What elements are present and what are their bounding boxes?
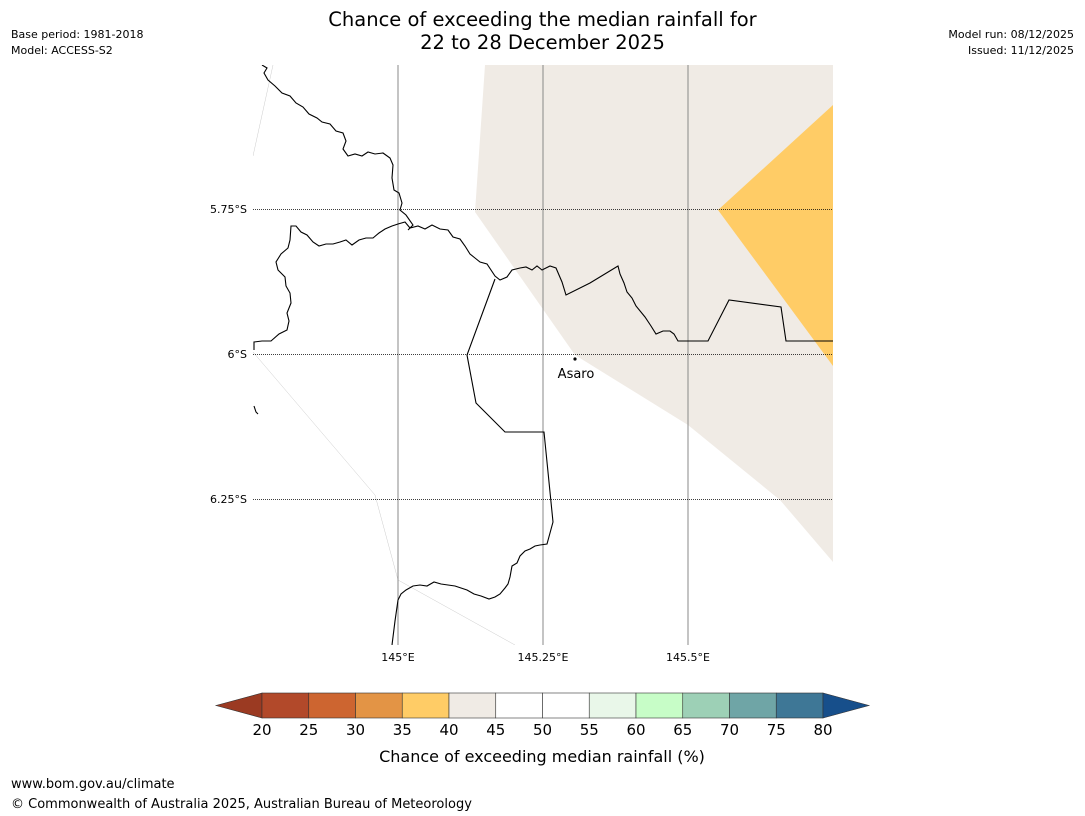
asaro-label: Asaro (558, 367, 595, 382)
colorbar-tick-label: 20 (252, 721, 271, 739)
copyright-notice: © Commonwealth of Australia 2025, Austra… (11, 797, 472, 812)
colorbar-bin-40-45 (448, 692, 497, 719)
colorbar-tick-label: 30 (346, 721, 365, 739)
province-boundary-central (253, 221, 833, 350)
colorbar-bin-30-35 (355, 692, 403, 719)
colorbar-extend-low (214, 692, 263, 719)
colorbar-tick-label: 55 (580, 721, 599, 739)
title-line-1: Chance of exceeding the median rainfall … (328, 8, 757, 31)
region-35-40 (718, 105, 833, 366)
lon-label-145-25: 145.25°E (518, 651, 569, 664)
province-boundary-south (391, 278, 554, 645)
model-run-date: Model run: 08/12/2025 (948, 28, 1074, 41)
lon-label-145: 145°E (381, 651, 414, 664)
colorbar-bin-70-75 (729, 692, 777, 719)
colorbar-bin-20-25 (261, 692, 310, 719)
lat-label-6: 6°S (228, 348, 247, 361)
lat-label-5-75: 5.75°S (210, 203, 247, 216)
run-info: Model run: 08/12/2025 Issued: 11/12/2025 (948, 27, 1074, 59)
colorbar-bin-45-50 (495, 692, 543, 719)
region-40-45 (475, 65, 833, 562)
chart-title: Chance of exceeding the median rainfall … (0, 8, 1085, 54)
colorbar-extend-high (822, 692, 871, 719)
colorbar-tick-label: 25 (299, 721, 318, 739)
grid-cell-edge (253, 351, 516, 645)
colorbar-bin-35-40 (401, 692, 450, 719)
colorbar-tick-label: 75 (767, 721, 786, 739)
colorbar-bin-50-55 (542, 692, 590, 719)
title-line-2: 22 to 28 December 2025 (420, 31, 665, 54)
colorbar-tick-label: 80 (813, 721, 832, 739)
colorbar-tick-label: 35 (393, 721, 412, 739)
colorbar-bin-25-30 (308, 692, 356, 719)
issued-date: Issued: 11/12/2025 (967, 44, 1074, 57)
colorbar-tick-label: 40 (439, 721, 458, 739)
colorbar-tick-label: 65 (673, 721, 692, 739)
colorbar-tick-label: 60 (626, 721, 645, 739)
model-name: Model: ACCESS-S2 (11, 44, 113, 57)
province-boundary-fragment (253, 405, 259, 415)
colorbar-bin-65-70 (682, 692, 730, 719)
colorbar-tick-label: 70 (720, 721, 739, 739)
grid-cell-edge (253, 65, 274, 157)
website-link[interactable]: www.bom.gov.au/climate (11, 777, 175, 792)
colorbar-tick-label: 50 (533, 721, 552, 739)
footer: www.bom.gov.au/climate © Commonwealth of… (11, 775, 472, 815)
province-boundary-north (261, 65, 414, 231)
colorbar-bin-60-65 (635, 692, 684, 719)
model-info: Base period: 1981-2018 Model: ACCESS-S2 (11, 27, 143, 59)
colorbar-tick-label: 45 (486, 721, 505, 739)
lon-label-145-5: 145.5°E (666, 651, 710, 664)
colorbar: 20 25 30 35 40 45 50 55 60 65 70 75 80 (214, 692, 871, 739)
lat-label-6-25: 6.25°S (210, 493, 247, 506)
base-period: Base period: 1981-2018 (11, 28, 144, 41)
colorbar-title: Chance of exceeding median rainfall (%) (379, 747, 705, 766)
asaro-marker (573, 357, 577, 361)
colorbar-bin-55-60 (588, 692, 637, 719)
map-area: Asaro (253, 65, 833, 645)
colorbar-bin-75-80 (775, 692, 824, 719)
